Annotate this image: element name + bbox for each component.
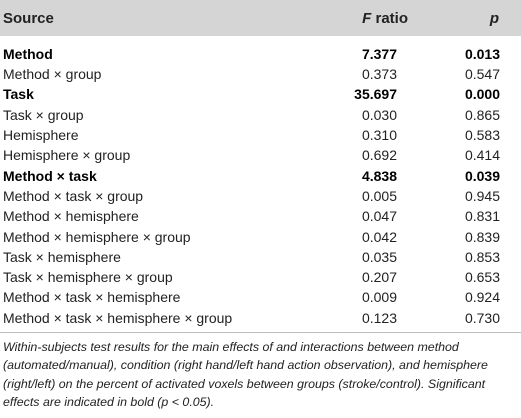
cell-f-ratio: 0.035 <box>361 248 397 265</box>
table-row: Method × task × hemisphere × group 0.123 0… <box>0 308 521 332</box>
cell-source: Hemisphere × group <box>3 147 131 164</box>
cell-f-ratio: 0.373 <box>361 66 397 83</box>
cell-f-ratio: 0.207 <box>361 269 397 286</box>
table-row: Method × task 4.838 0.039 <box>0 165 521 185</box>
cell-p-value: 0.865 <box>464 106 500 123</box>
header-p-italic: p <box>489 9 499 27</box>
cell-source: Method × group <box>3 66 102 83</box>
cell-p-value: 0.924 <box>464 289 500 306</box>
cell-f-ratio: 7.377 <box>361 46 397 62</box>
cell-f-ratio: 0.042 <box>361 228 397 245</box>
table-row: Task × group 0.030 0.865 <box>0 105 521 125</box>
cell-f-ratio: 4.838 <box>361 167 397 184</box>
cell-p-value: 0.583 <box>464 127 500 144</box>
cell-source: Method × task <box>3 167 97 184</box>
cell-f-ratio: 0.009 <box>361 289 397 306</box>
cell-f-ratio: 0.030 <box>361 106 397 123</box>
table-row: Task × hemisphere × group 0.207 0.653 <box>0 267 521 287</box>
cell-p-value: 0.945 <box>464 187 500 204</box>
cell-source: Task × hemisphere × group <box>3 269 173 286</box>
cell-p-value: 0.730 <box>464 309 500 326</box>
table-row: Method × hemisphere × group 0.042 0.839 <box>0 226 521 246</box>
table-row: Hemisphere 0.310 0.583 <box>0 125 521 145</box>
cell-source: Method × task × group <box>3 187 144 204</box>
cell-p-value: 0.653 <box>464 269 500 286</box>
cell-p-value: 0.039 <box>464 167 500 184</box>
header-f-ratio: F ratio <box>300 0 416 38</box>
table-row: Task 35.697 0.000 <box>0 84 521 104</box>
cell-source: Method × hemisphere × group <box>3 228 191 245</box>
cell-source: Task × group <box>3 106 84 123</box>
table-row: Method × task × group 0.005 0.945 <box>0 186 521 206</box>
cell-p-value: 0.831 <box>464 208 500 225</box>
header-f-italic: F <box>362 9 372 27</box>
table-row: Method × task × hemisphere 0.009 0.924 <box>0 287 521 307</box>
table-header-row: Source F ratio p <box>0 0 521 38</box>
cell-f-ratio: 0.005 <box>361 187 397 204</box>
cell-source: Hemisphere <box>3 127 79 144</box>
table-row: Method 7.377 0.013 <box>0 37 521 64</box>
cell-p-value: 0.414 <box>464 147 500 164</box>
cell-source: Method × task × hemisphere × group <box>3 309 233 326</box>
table-row: Method × hemisphere 0.047 0.831 <box>0 206 521 226</box>
cell-f-ratio: 0.047 <box>361 208 397 225</box>
cell-source: Task <box>3 86 34 103</box>
results-table: Source F ratio p Method 7.377 0.013 Method … <box>0 0 521 332</box>
cell-p-value: 0.013 <box>464 46 500 62</box>
cell-p-value: 0.839 <box>464 228 500 245</box>
header-p: p <box>416 0 521 38</box>
table-bottom-rule <box>0 331 521 333</box>
table-row: Hemisphere × group 0.692 0.414 <box>0 145 521 165</box>
header-f-rest: ratio <box>371 9 408 27</box>
table-row: Task × hemisphere 0.035 0.853 <box>0 247 521 267</box>
cell-p-value: 0.547 <box>464 66 500 83</box>
cell-source: Method × task × hemisphere <box>3 289 181 306</box>
table-row: Method × group 0.373 0.547 <box>0 64 521 84</box>
cell-source: Task × hemisphere <box>3 248 121 265</box>
cell-source: Method × hemisphere <box>3 208 139 225</box>
cell-f-ratio: 0.692 <box>361 147 397 164</box>
header-source: Source <box>0 0 300 38</box>
cell-f-ratio: 0.310 <box>361 127 397 144</box>
cell-source: Method <box>3 46 53 62</box>
cell-f-ratio: 0.123 <box>361 309 397 326</box>
cell-p-value: 0.853 <box>464 248 500 265</box>
cell-f-ratio: 35.697 <box>354 86 397 103</box>
table-caption: Within-subjects test results for the mai… <box>3 339 488 410</box>
table-body: Method 7.377 0.013 Method × group 0.373 0.547… <box>0 37 521 332</box>
cell-p-value: 0.000 <box>464 86 500 103</box>
